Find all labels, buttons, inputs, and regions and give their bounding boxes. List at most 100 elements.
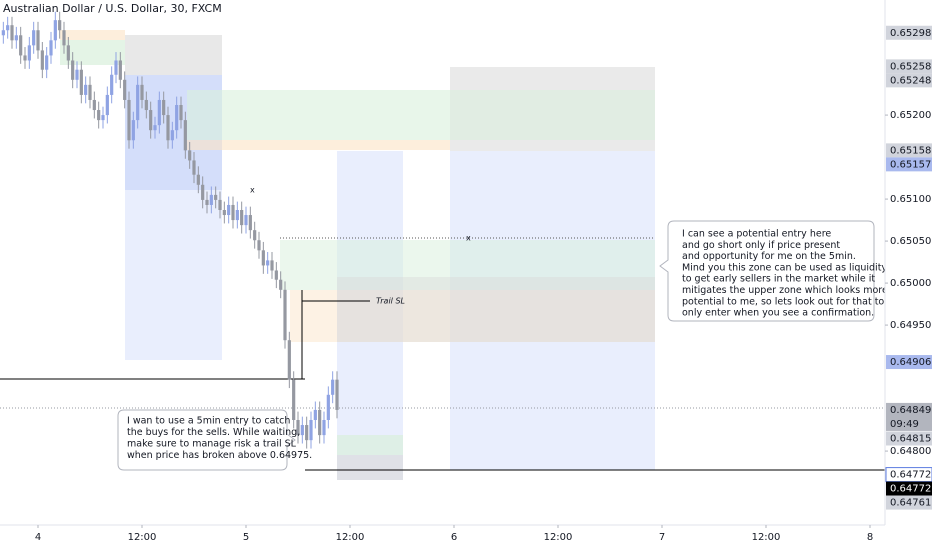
candle-body: [261, 250, 265, 266]
chart-title: Australian Dollar / U.S. Dollar, 30, FXC…: [3, 2, 222, 15]
x-tick-label: 7: [659, 532, 665, 543]
price-label-box: [886, 495, 932, 510]
candle-body: [214, 194, 218, 200]
candle-body: [305, 425, 309, 441]
candle-body: [257, 240, 261, 251]
candle-body: [196, 174, 200, 185]
price-label-box: [886, 402, 932, 431]
candle-body: [248, 215, 252, 231]
zone: [187, 140, 450, 150]
candle-body: [309, 420, 313, 441]
candle-body: [183, 120, 187, 151]
candle-body: [170, 130, 174, 141]
zone: [337, 277, 655, 342]
price-label-box: [886, 73, 932, 88]
x-tick-label: 12:00: [752, 532, 781, 543]
candle-body: [231, 204, 235, 221]
candle-body: [244, 215, 248, 226]
candle-body: [335, 379, 339, 410]
zone: [187, 90, 450, 140]
price-label-box: [886, 355, 932, 370]
price-label: 0.64761: [890, 498, 931, 509]
candle-body: [153, 125, 157, 131]
candle-body: [71, 60, 75, 80]
zone: [337, 435, 403, 455]
candle-body: [222, 210, 226, 216]
note-line: make sure to manage risk a trail SL: [127, 439, 297, 450]
candle-body: [27, 45, 31, 61]
candle-body: [58, 20, 62, 31]
candle-body: [318, 409, 322, 436]
candle-body: [131, 120, 135, 141]
candle-body: [79, 69, 83, 95]
candle-body: [144, 99, 148, 111]
note-line: to get early sellers in the market while…: [682, 274, 875, 285]
zones: [0, 30, 885, 480]
candle-body: [331, 379, 335, 395]
price-label: 0.64772: [890, 484, 931, 495]
price-label-box: [886, 431, 932, 446]
price-label: 0.65248: [890, 75, 931, 86]
candle-body: [23, 55, 27, 61]
zone: [125, 35, 222, 75]
y-tick-label: 0.65050: [890, 236, 931, 247]
note-line: when price has broken above 0.64975.: [127, 450, 312, 461]
price-label: 0.65258: [890, 61, 931, 72]
note-line: mitigates the upper zone which looks mor…: [682, 285, 888, 296]
callout: [659, 220, 875, 322]
marker: x: [466, 234, 471, 243]
candle-body: [140, 84, 144, 100]
candle-body: [84, 84, 88, 95]
zone: [450, 151, 655, 470]
y-tick-label: 0.65000: [890, 278, 931, 289]
x-tick-label: 6: [451, 532, 457, 543]
price-label: 0.65298: [890, 28, 931, 39]
candle-body: [66, 45, 70, 61]
candle-body: [162, 99, 166, 116]
zone: [337, 151, 403, 480]
price-label: 0.64849: [890, 405, 931, 416]
zone: [290, 290, 655, 342]
candle-body: [101, 115, 105, 121]
candle-body: [149, 110, 153, 131]
candle-body: [110, 74, 114, 95]
x-tick-label: 12:00: [128, 532, 157, 543]
candle-body: [45, 55, 49, 70]
candle-body: [287, 340, 291, 380]
note-line: and opportunity for me on the 5min.: [682, 251, 856, 262]
zone: [450, 90, 655, 140]
price-label: 0.65158: [890, 145, 931, 156]
candle-body: [266, 260, 270, 266]
axes: 4 12:00 5 12:00 6 12:00 7 12:00 8 0.65200 0.65100 0…: [35, 25, 932, 543]
zone: [60, 30, 125, 40]
note-line: only enter when you see a confirmation.: [682, 308, 874, 319]
candle-body: [19, 35, 23, 56]
candle-body: [283, 289, 287, 341]
price-label: 0.64772: [890, 470, 931, 481]
candle-body: [227, 204, 231, 216]
candle-body: [36, 30, 40, 51]
candle-body: [32, 30, 36, 46]
candle-body: [313, 409, 317, 420]
candle-body: [114, 60, 118, 75]
candle-body: [218, 199, 222, 210]
candle-body: [92, 99, 96, 111]
price-label: 0.64815: [890, 433, 931, 444]
note-line: Mind you this zone can be used as liquid…: [682, 262, 887, 273]
price-label-box: [886, 157, 932, 172]
candle-body: [274, 270, 278, 280]
candle-body: [1, 30, 5, 36]
callout: [117, 409, 296, 471]
x-tick-label: 12:00: [336, 532, 365, 543]
candle-body: [326, 394, 330, 420]
candle-body: [292, 379, 296, 420]
price-label-box: [886, 143, 932, 158]
candle-body: [201, 184, 205, 200]
y-tick-label: 0.65100: [890, 194, 931, 205]
x-tick-label: 4: [35, 532, 41, 543]
candle-body: [166, 115, 170, 141]
note-line: potential to me, so lets look out for th…: [682, 296, 893, 307]
candle-body: [97, 110, 101, 121]
